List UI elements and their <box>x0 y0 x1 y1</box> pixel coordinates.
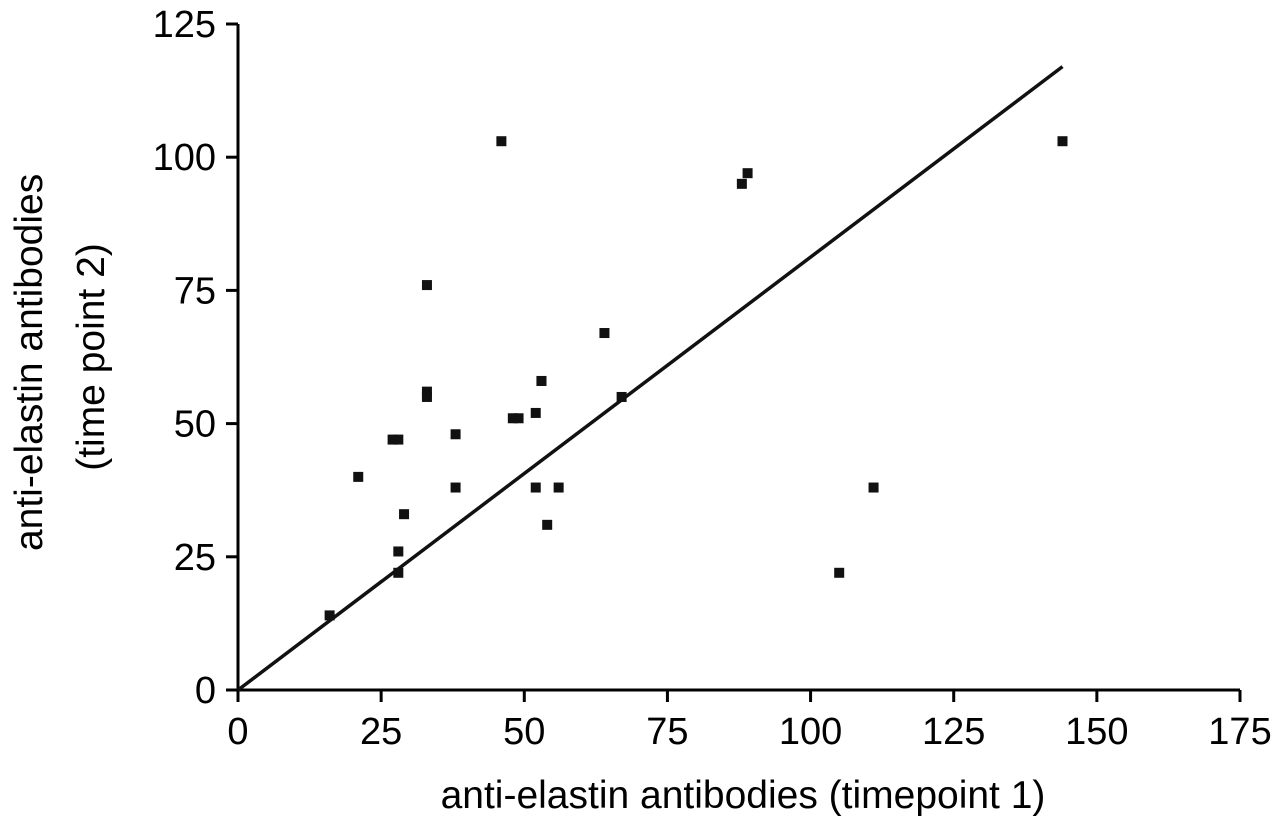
data-point <box>496 136 507 147</box>
regression-line <box>236 65 1064 692</box>
x-tick-label: 75 <box>646 711 688 753</box>
data-point <box>393 434 404 445</box>
data-point <box>513 413 524 424</box>
data-point <box>742 168 753 179</box>
data-point <box>542 519 553 530</box>
y-tick-label: 0 <box>195 670 216 712</box>
data-point <box>387 434 398 445</box>
data-point <box>553 482 564 493</box>
x-tick-label: 50 <box>503 711 545 753</box>
data-point <box>421 391 432 402</box>
data-point <box>536 375 547 386</box>
axis-labels: anti-elastin antibodies (timepoint 1) an… <box>8 163 1046 817</box>
data-point <box>399 509 410 520</box>
x-axis-ticks: 0 25 50 75 100 125 150 175 <box>227 690 1272 753</box>
y-tick-label: 50 <box>174 404 216 446</box>
y-axis-label-line-1: anti-elastin antibodies <box>8 174 51 551</box>
y-tick-label: 125 <box>153 4 216 46</box>
data-point <box>393 546 404 557</box>
y-tick-label: 100 <box>153 137 216 179</box>
x-tick-label: 125 <box>922 711 985 753</box>
data-point <box>530 407 541 418</box>
data-point <box>1057 136 1068 147</box>
x-axis-label: anti-elastin antibodies (timepoint 1) <box>441 774 1046 817</box>
data-point <box>599 328 610 339</box>
data-point <box>421 280 432 291</box>
x-tick-label: 150 <box>1065 711 1128 753</box>
data-point <box>616 391 627 402</box>
data-point <box>421 386 432 397</box>
x-tick-label: 0 <box>227 711 248 753</box>
data-point <box>393 567 404 578</box>
y-axis-label: anti-elastin antibodies (time point 2) <box>8 163 113 551</box>
x-tick-label: 25 <box>360 711 402 753</box>
y-axis-label-line-2: (time point 2) <box>70 243 113 471</box>
data-point <box>450 429 461 440</box>
y-tick-label: 25 <box>174 537 216 579</box>
axes: 0 25 50 75 100 125 150 175 0 25 50 75 100 125 <box>153 4 1272 753</box>
regression-line-layer <box>236 65 1064 692</box>
x-tick-label: 175 <box>1208 711 1271 753</box>
data-point <box>507 413 518 424</box>
data-point <box>868 482 879 493</box>
data-points <box>324 136 1068 621</box>
data-point <box>324 610 335 621</box>
y-tick-label: 75 <box>174 270 216 312</box>
y-axis-ticks: 0 25 50 75 100 125 <box>153 4 238 712</box>
data-point <box>736 178 747 189</box>
data-point <box>353 471 364 482</box>
x-tick-label: 100 <box>779 711 842 753</box>
data-point <box>530 482 541 493</box>
data-point <box>450 482 461 493</box>
data-point <box>834 567 845 578</box>
